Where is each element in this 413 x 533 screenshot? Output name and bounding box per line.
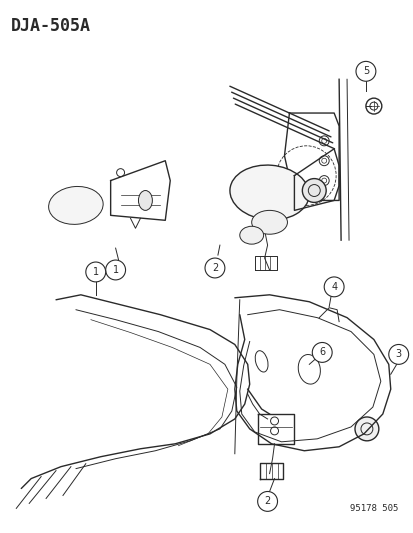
Circle shape [257, 491, 277, 511]
Ellipse shape [48, 187, 103, 224]
Text: 2: 2 [211, 263, 218, 273]
Text: 3: 3 [395, 350, 401, 359]
Text: 6: 6 [318, 348, 325, 358]
Circle shape [354, 417, 378, 441]
Circle shape [323, 277, 343, 297]
Text: 1: 1 [93, 267, 99, 277]
Circle shape [355, 61, 375, 81]
Text: 5: 5 [362, 66, 368, 76]
Text: 95178 505: 95178 505 [349, 504, 398, 513]
Circle shape [85, 262, 105, 282]
Text: 2: 2 [264, 496, 270, 506]
Circle shape [311, 343, 331, 362]
Text: 4: 4 [330, 282, 337, 292]
Ellipse shape [138, 190, 152, 211]
Ellipse shape [251, 211, 287, 234]
Ellipse shape [229, 165, 309, 220]
Ellipse shape [239, 227, 263, 244]
Circle shape [204, 258, 224, 278]
Circle shape [301, 179, 325, 203]
Circle shape [388, 344, 408, 365]
Text: 1: 1 [112, 265, 119, 275]
Text: DJA-505A: DJA-505A [11, 17, 91, 35]
Circle shape [105, 260, 125, 280]
